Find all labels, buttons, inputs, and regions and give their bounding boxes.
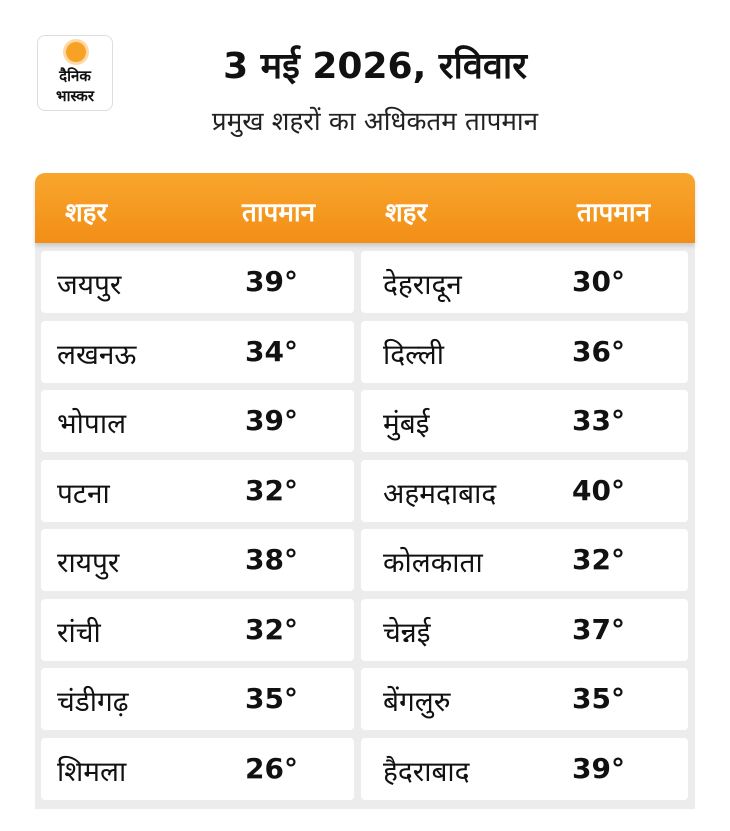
city-name: हैदराबाद bbox=[383, 754, 470, 788]
logo: दैनिक भास्कर bbox=[37, 35, 113, 111]
table-cell: कोलकाता 32° bbox=[361, 529, 688, 591]
table-cell: दिल्ली 36° bbox=[361, 320, 688, 383]
city-name: रायपुर bbox=[57, 546, 120, 579]
city-name: भोपाल bbox=[57, 407, 127, 440]
table-cell: मुंबई 33° bbox=[361, 390, 688, 452]
temperature: 32° bbox=[245, 612, 298, 646]
temperature: 39° bbox=[572, 751, 625, 785]
table-cell: अहमदाबाद 40° bbox=[361, 459, 688, 522]
logo-text: दैनिक bbox=[59, 67, 91, 85]
table: शहर तापमान शहर तापमान जयपुर 39° देहरादून 30° लख… bbox=[35, 173, 695, 809]
city-name: अहमदाबाद bbox=[383, 476, 497, 510]
temperature: 38° bbox=[245, 543, 298, 576]
city-name: रांची bbox=[57, 615, 101, 649]
table-cell: भोपाल 39° bbox=[41, 390, 354, 452]
column-header: शहर bbox=[385, 198, 428, 228]
city-name: शिमला bbox=[57, 754, 127, 788]
city-name: कोलकाता bbox=[383, 546, 483, 579]
table-cell: चेन्नई 37° bbox=[361, 598, 688, 661]
city-name: देहरादून bbox=[383, 268, 462, 301]
table-cell: शिमला 26° bbox=[41, 737, 354, 800]
city-name: चेन्नई bbox=[383, 615, 431, 649]
subtitle: प्रमुख शहरों का अधिकतम तापमान bbox=[211, 107, 539, 137]
temperature: 33° bbox=[572, 404, 625, 437]
temperature: 30° bbox=[572, 265, 625, 298]
table-cell: हैदराबाद 39° bbox=[361, 737, 688, 800]
table-cell: बेंगलुरु 35° bbox=[361, 668, 688, 730]
title: 3 मई 2026, रविवार bbox=[223, 46, 527, 87]
table-cell: रायपुर 38° bbox=[41, 529, 354, 591]
city-name: चंडीगढ़ bbox=[57, 685, 129, 718]
column-header: शहर bbox=[65, 198, 108, 228]
temperature: 40° bbox=[572, 473, 625, 507]
temperature: 37° bbox=[572, 612, 625, 646]
logo-sun bbox=[66, 42, 86, 62]
temperature: 35° bbox=[245, 682, 298, 715]
table-cell: देहरादून 30° bbox=[361, 251, 688, 313]
temperature: 34° bbox=[245, 334, 298, 368]
temperature: 32° bbox=[572, 543, 625, 576]
table-cell: लखनऊ 34° bbox=[41, 320, 354, 383]
table-header: शहर तापमान शहर तापमान bbox=[35, 173, 695, 243]
city-name: दिल्ली bbox=[383, 337, 444, 371]
table-cell: पटना 32° bbox=[41, 459, 354, 522]
temperature: 39° bbox=[245, 265, 298, 298]
city-name: मुंबई bbox=[383, 407, 430, 440]
city-name: लखनऊ bbox=[57, 337, 137, 371]
temperature: 35° bbox=[572, 682, 625, 715]
temperature: 26° bbox=[245, 751, 298, 785]
table-cell: जयपुर 39° bbox=[41, 251, 354, 313]
temperature: 36° bbox=[572, 334, 625, 368]
table-cell: चंडीगढ़ 35° bbox=[41, 668, 354, 730]
city-name: पटना bbox=[57, 476, 110, 510]
city-name: बेंगलुरु bbox=[383, 685, 451, 718]
column-header: तापमान bbox=[577, 198, 651, 228]
city-name: जयपुर bbox=[57, 268, 122, 301]
temperature: 32° bbox=[245, 473, 298, 507]
column-header: तापमान bbox=[242, 198, 316, 228]
logo-text: भास्कर bbox=[56, 87, 94, 105]
temperature: 39° bbox=[245, 404, 298, 437]
table-cell: रांची 32° bbox=[41, 598, 354, 661]
